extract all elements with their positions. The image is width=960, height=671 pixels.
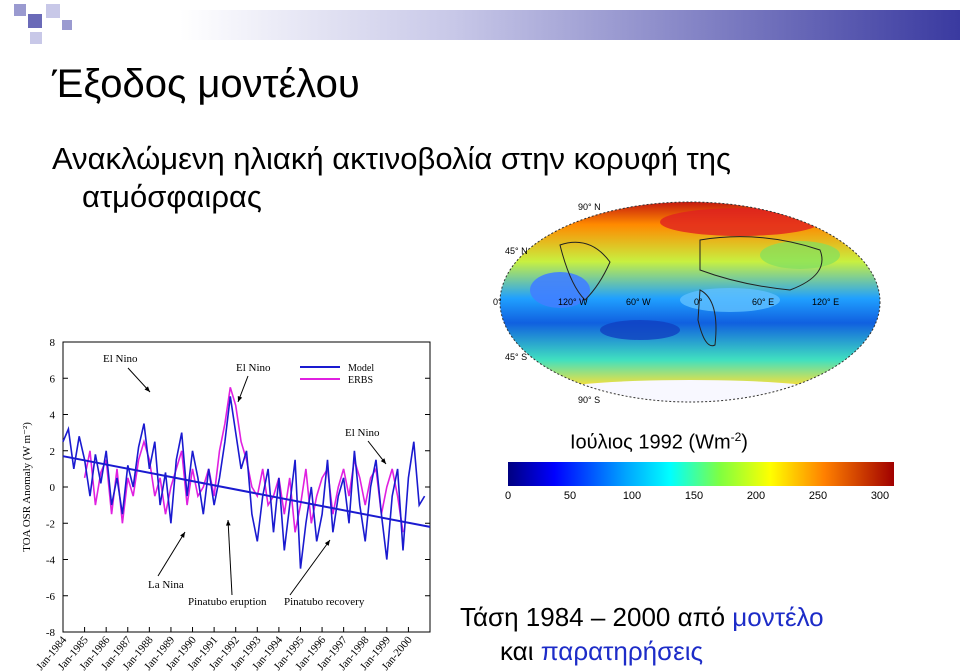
map-lon-label: 120° W: [558, 297, 588, 307]
map-caption-exponent: -2: [730, 430, 742, 444]
map-patch: [530, 272, 590, 308]
subtitle-line-1: Ανακλώμενη ηλιακή ακτινοβολία στην κορυφ…: [52, 141, 731, 176]
banner-square: [62, 20, 72, 30]
map-coastline: [699, 236, 823, 291]
map-lat-label: 90° N: [578, 202, 601, 212]
map-lat-label: 45° S: [505, 352, 527, 362]
trend-observations-word: παρατηρήσεις: [540, 636, 704, 666]
colorbar-tick-label: 250: [809, 490, 827, 502]
map-caption-close: ): [741, 431, 748, 454]
banner-gradient-bar: [180, 10, 960, 40]
colorbar-tick-label: 300: [871, 490, 889, 502]
annotation-el-nino-1998: El Nino: [345, 427, 380, 439]
y-tick-label: 8: [50, 337, 56, 349]
annotation-la-nina: La Nina: [148, 579, 184, 591]
legend-label: ERBS: [348, 375, 373, 386]
map-lon-label: 0°: [694, 297, 703, 307]
annotation-pinatubo-eruption: Pinatubo eruption: [188, 596, 267, 608]
map-outline: [499, 201, 881, 403]
banner-square: [28, 14, 42, 28]
map-lon-label: 60° E: [752, 297, 774, 307]
series-line-model: [62, 396, 426, 569]
annotation-arrow: [289, 539, 331, 596]
y-tick-label: -6: [46, 591, 56, 603]
map-lat-label: 90° S: [578, 395, 600, 405]
trend-line: [62, 455, 431, 528]
slide-banner: [14, 4, 960, 44]
subtitle-line-2: ατμόσφαιρας: [82, 179, 262, 214]
colorbar-tick-label: 150: [685, 490, 703, 502]
trend-text: Τάση 1984 – 2000 από: [460, 602, 733, 632]
annotation-arrow: [157, 531, 186, 577]
legend-label: Model: [348, 363, 374, 374]
annotation-el-nino-1987: El Nino: [103, 353, 138, 365]
y-tick-label: 2: [50, 446, 56, 458]
colorbar-tick-label: 50: [564, 490, 576, 502]
y-tick-label: -4: [46, 555, 56, 567]
annotation-arrowhead: [237, 396, 243, 402]
y-tick-label: -8: [46, 627, 56, 639]
map-patch: [760, 241, 840, 269]
annotation-arrowhead: [380, 458, 386, 464]
annotation-arrowhead: [144, 386, 150, 392]
annotation-arrowhead: [324, 540, 330, 546]
annotation-arrowhead: [180, 532, 185, 538]
slide-title: Έξοδος μοντέλου: [52, 62, 360, 106]
map-lat-label: 0°: [493, 297, 502, 307]
y-tick-label: -2: [46, 518, 55, 530]
map-caption: Ιούλιος 1992 (Wm-2): [570, 430, 748, 455]
chart-series: [62, 387, 431, 569]
map-coastline: [559, 241, 611, 301]
map-lon-label: 60° W: [626, 297, 651, 307]
colorbar-tick-label: 0: [505, 490, 511, 502]
series-line-erbs: [83, 387, 404, 533]
map-lat-label: 45° N: [505, 246, 528, 256]
y-tick-label: 4: [50, 410, 56, 422]
y-axis-label: TOA OSR Anomaly (W m⁻²): [21, 422, 33, 552]
colorbar-tick-label: 100: [623, 490, 641, 502]
trend-line-2: και παρατηρήσεις: [460, 634, 824, 668]
trend-caption: Τάση 1984 – 2000 από μοντέλο και παρατηρ…: [460, 600, 824, 668]
annotation-arrowhead: [225, 520, 231, 526]
banner-square: [30, 32, 42, 44]
trend-text: και: [500, 636, 541, 666]
map-patch: [600, 320, 680, 340]
annotation-pinatubo-recovery: Pinatubo recovery: [284, 596, 365, 608]
y-tick-label: 6: [50, 373, 56, 385]
trend-model-word: μοντέλο: [732, 602, 824, 632]
slide-subtitle: Ανακλώμενη ηλιακή ακτινοβολία στην κορυφ…: [52, 140, 932, 216]
chart-annotations: El Nino El Nino El Nino La Nina Pinatubo eru…: [103, 353, 387, 608]
map-arctic-patch: [660, 208, 820, 236]
y-tick-label: 0: [50, 482, 56, 494]
map-caption-text: Ιούλιος 1992 (Wm: [570, 431, 731, 454]
map-coastline: [697, 289, 717, 347]
annotation-el-nino-1992: El Nino: [236, 362, 271, 374]
trend-line-1: Τάση 1984 – 2000 από μοντέλο: [460, 602, 824, 632]
map-lon-label: 120° E: [812, 297, 839, 307]
colorbar: [508, 462, 894, 486]
banner-square: [14, 4, 26, 16]
annotation-arrow: [227, 519, 233, 596]
colorbar-ticks: 0 50 100 150 200 250 300: [505, 490, 889, 502]
banner-square: [46, 4, 60, 18]
colorbar-tick-label: 200: [747, 490, 765, 502]
